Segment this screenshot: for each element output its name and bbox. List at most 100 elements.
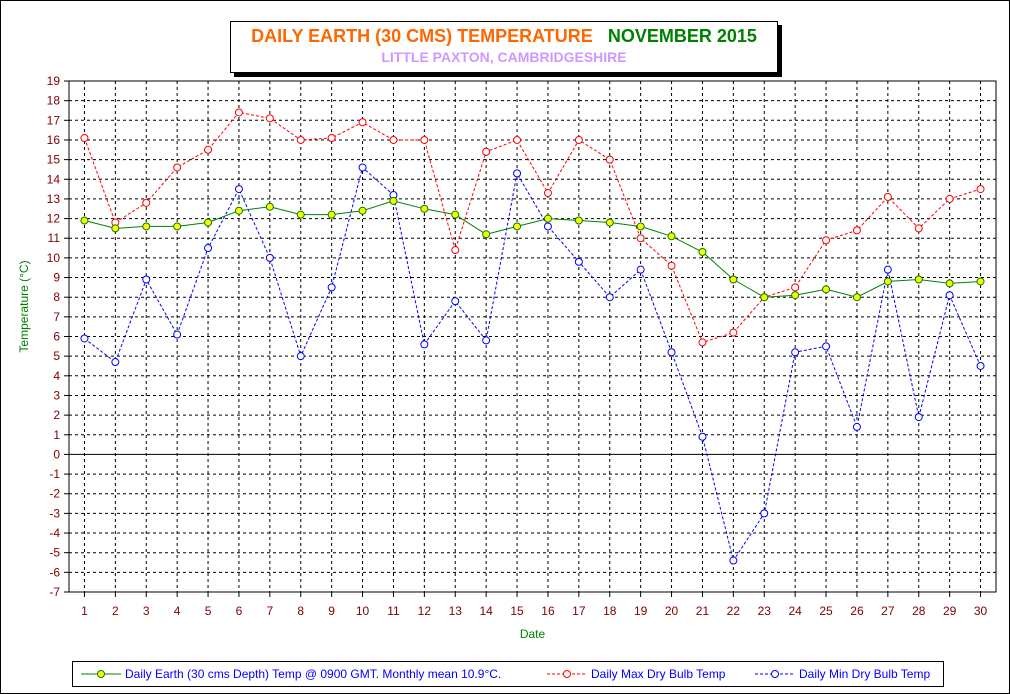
- data-point-earth: [822, 285, 831, 294]
- y-tick-label: 11: [48, 231, 61, 245]
- chart-title-month: NOVEMBER 2015: [607, 26, 757, 46]
- y-tick-label: 19: [47, 74, 61, 88]
- data-point-earth: [389, 196, 398, 205]
- legend-swatch-min: [755, 670, 795, 678]
- data-point-earth: [327, 210, 336, 219]
- x-tick-label: 26: [850, 604, 864, 618]
- data-point-earth: [296, 210, 305, 219]
- data-point-max: [389, 135, 398, 144]
- data-point-min: [111, 358, 120, 367]
- data-point-max: [914, 224, 923, 233]
- data-point-max: [204, 145, 213, 154]
- data-point-earth: [80, 216, 89, 225]
- title-line: DAILY EARTH (30 CMS) TEMPERATURE NOVEMBE…: [231, 26, 777, 47]
- data-point-min: [822, 342, 831, 351]
- x-tick-label: 10: [356, 604, 370, 618]
- y-tick-label: 2: [53, 408, 60, 422]
- data-point-min: [173, 330, 182, 339]
- data-point-min: [605, 293, 614, 302]
- data-point-max: [698, 338, 707, 347]
- x-tick-label: 9: [328, 604, 335, 618]
- data-point-max: [327, 133, 336, 142]
- data-point-min: [265, 253, 274, 262]
- y-tick-label: 9: [53, 271, 60, 285]
- data-point-max: [574, 135, 583, 144]
- data-point-max: [420, 135, 429, 144]
- data-point-earth: [852, 293, 861, 302]
- data-point-min: [451, 297, 460, 306]
- data-point-earth: [945, 279, 954, 288]
- y-tick-label: 14: [47, 172, 61, 186]
- data-point-min: [142, 275, 151, 284]
- temperature-chart: -7-6-5-4-3-2-101234567891011121314151617…: [17, 74, 997, 641]
- x-tick-label: 24: [788, 604, 802, 618]
- data-point-earth: [976, 277, 985, 286]
- x-tick-label: 16: [541, 604, 555, 618]
- data-point-max: [822, 236, 831, 245]
- data-point-earth: [111, 224, 120, 233]
- y-tick-label: 7: [53, 310, 60, 324]
- y-tick-label: 0: [53, 447, 60, 461]
- plot-border: [68, 80, 997, 593]
- x-tick-label: 1: [81, 604, 88, 618]
- legend-label-earth: Daily Earth (30 cms Depth) Temp @ 0900 G…: [125, 667, 502, 681]
- title-box: DAILY EARTH (30 CMS) TEMPERATURE NOVEMBE…: [230, 21, 778, 73]
- data-point-earth: [265, 202, 274, 211]
- data-point-earth: [142, 222, 151, 231]
- y-tick-label: -6: [49, 565, 60, 579]
- x-tick-label: 12: [418, 604, 432, 618]
- y-tick-label: 5: [53, 349, 60, 363]
- data-point-min: [543, 222, 552, 231]
- data-point-max: [883, 192, 892, 201]
- data-point-earth: [358, 206, 367, 215]
- x-tick-label: 8: [297, 604, 304, 618]
- y-tick-label: -1: [49, 467, 60, 481]
- data-point-min: [327, 283, 336, 292]
- data-point-max: [451, 246, 460, 255]
- y-tick-label: 8: [53, 290, 60, 304]
- x-tick-label: 20: [665, 604, 679, 618]
- series-line-max: [84, 111, 981, 344]
- data-point-min: [760, 509, 769, 518]
- data-point-min: [945, 291, 954, 300]
- data-point-earth: [914, 275, 923, 284]
- data-point-earth: [883, 277, 892, 286]
- legend-label-min: Daily Min Dry Bulb Temp: [799, 667, 931, 681]
- data-point-earth: [451, 210, 460, 219]
- data-point-max: [852, 226, 861, 235]
- y-tick-label: -5: [49, 546, 60, 560]
- data-point-earth: [667, 232, 676, 241]
- data-point-max: [173, 163, 182, 172]
- data-point-min: [513, 169, 522, 178]
- data-point-max: [142, 198, 151, 207]
- y-tick-label: 3: [53, 388, 60, 402]
- y-tick-label: 4: [53, 369, 60, 383]
- data-point-max: [729, 328, 738, 337]
- x-tick-label: 5: [205, 604, 212, 618]
- y-tick-label: 12: [47, 212, 61, 226]
- y-tick-label: -3: [49, 506, 60, 520]
- data-point-min: [667, 348, 676, 357]
- data-point-earth: [173, 222, 182, 231]
- data-point-max: [80, 133, 89, 142]
- data-point-earth: [791, 291, 800, 300]
- legend: Daily Earth (30 cms Depth) Temp @ 0900 G…: [72, 661, 944, 687]
- x-tick-label: 2: [112, 604, 119, 618]
- data-point-earth: [636, 222, 645, 231]
- x-tick-label: 21: [696, 604, 710, 618]
- data-point-earth: [605, 218, 614, 227]
- x-tick-label: 29: [943, 604, 957, 618]
- x-tick-label: 14: [479, 604, 493, 618]
- data-point-earth: [698, 247, 707, 256]
- data-point-max: [605, 155, 614, 164]
- data-point-min: [482, 336, 491, 345]
- y-tick-label: 17: [47, 113, 61, 127]
- y-tick-label: 6: [53, 330, 60, 344]
- data-point-min: [204, 244, 213, 253]
- data-point-min: [296, 352, 305, 361]
- series-line-earth: [84, 200, 981, 298]
- data-point-max: [667, 261, 676, 270]
- data-point-earth: [513, 222, 522, 231]
- data-point-max: [265, 114, 274, 123]
